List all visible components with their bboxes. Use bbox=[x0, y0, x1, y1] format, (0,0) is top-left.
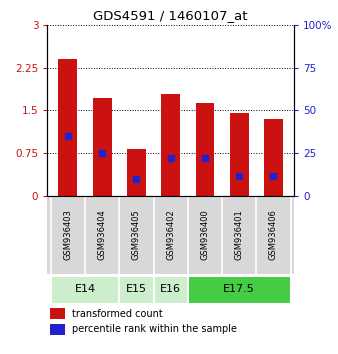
Text: GSM936404: GSM936404 bbox=[98, 210, 107, 261]
Text: E16: E16 bbox=[160, 284, 181, 294]
Bar bbox=[51, 275, 119, 304]
Bar bbox=[127, 149, 146, 196]
Title: GDS4591 / 1460107_at: GDS4591 / 1460107_at bbox=[93, 9, 248, 22]
Bar bbox=[58, 59, 77, 196]
Bar bbox=[119, 275, 153, 304]
Text: GSM936405: GSM936405 bbox=[132, 210, 141, 261]
Bar bbox=[50, 324, 65, 335]
Text: E17.5: E17.5 bbox=[223, 284, 255, 294]
Bar bbox=[230, 113, 249, 196]
Text: transformed count: transformed count bbox=[72, 309, 163, 319]
Bar bbox=[161, 95, 180, 196]
Text: E15: E15 bbox=[126, 284, 147, 294]
Bar bbox=[196, 103, 214, 196]
Text: E14: E14 bbox=[74, 284, 96, 294]
Text: GSM936400: GSM936400 bbox=[200, 210, 210, 261]
Text: GSM936402: GSM936402 bbox=[166, 210, 175, 261]
Bar bbox=[188, 275, 291, 304]
Text: percentile rank within the sample: percentile rank within the sample bbox=[72, 325, 237, 335]
Bar bbox=[264, 119, 283, 196]
Bar bbox=[153, 275, 188, 304]
Text: GSM936401: GSM936401 bbox=[235, 210, 244, 261]
Text: GSM936406: GSM936406 bbox=[269, 210, 278, 261]
Text: GSM936403: GSM936403 bbox=[64, 210, 72, 261]
Bar bbox=[50, 308, 65, 319]
Bar bbox=[93, 98, 112, 196]
